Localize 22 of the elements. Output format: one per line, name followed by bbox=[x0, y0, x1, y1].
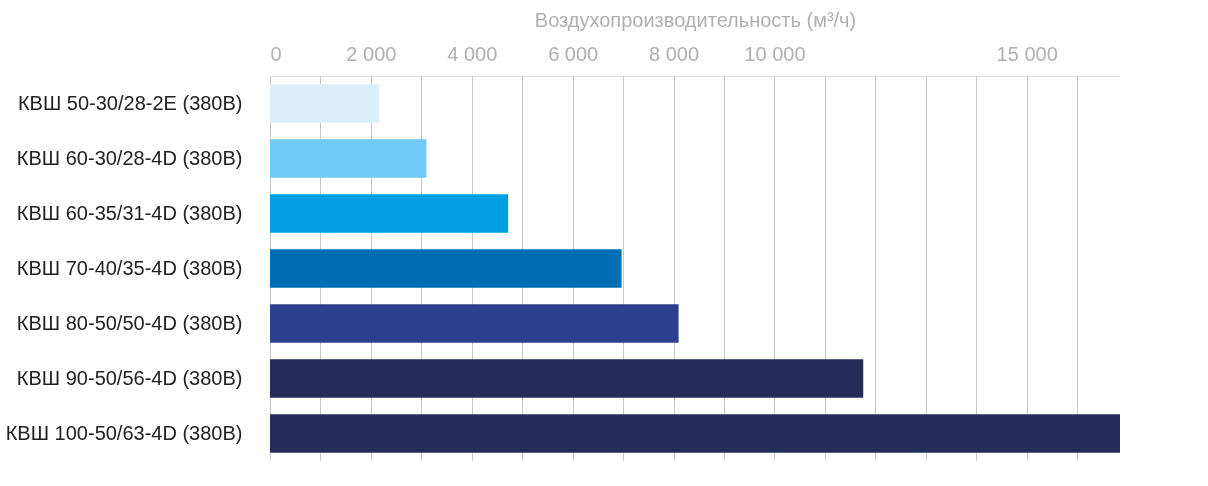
x-tick-label: 4 000 bbox=[447, 42, 498, 65]
y-tick-label: КВШ 100-50/63-4D (380В) bbox=[5, 421, 243, 444]
y-tick-label: КВШ 80-50/50-4D (380В) bbox=[16, 311, 243, 334]
bar bbox=[270, 359, 864, 398]
y-tick-label: КВШ 50-30/28-2E (380В) bbox=[17, 91, 243, 114]
bar bbox=[270, 194, 509, 233]
x-tick-label: 8 000 bbox=[649, 42, 700, 65]
y-tick-label: КВШ 90-50/56-4D (380В) bbox=[16, 366, 243, 389]
x-axis-title: Воздухопроизводительность (м³/ч) bbox=[534, 8, 857, 31]
bar bbox=[270, 249, 622, 288]
bar bbox=[270, 414, 1120, 453]
bar bbox=[270, 84, 380, 123]
x-tick-label: 0 bbox=[270, 42, 282, 65]
bar bbox=[270, 139, 427, 178]
x-tick-label: 2 000 bbox=[346, 42, 397, 65]
y-tick-label: КВШ 70-40/35-4D (380В) bbox=[16, 256, 243, 279]
bar bbox=[270, 304, 679, 343]
x-tick-label: 15 000 bbox=[996, 42, 1058, 65]
x-tick-label: 10 000 bbox=[744, 42, 806, 65]
y-tick-label: КВШ 60-30/28-4D (380В) bbox=[16, 146, 243, 169]
y-tick-label: КВШ 60-35/31-4D (380В) bbox=[16, 201, 243, 224]
x-tick-label: 6 000 bbox=[548, 42, 599, 65]
